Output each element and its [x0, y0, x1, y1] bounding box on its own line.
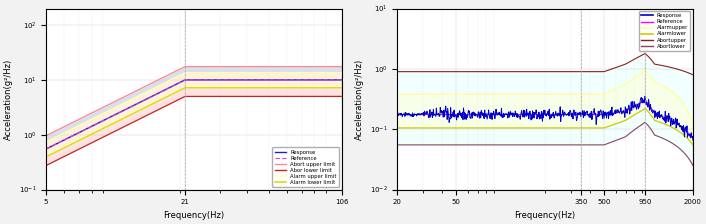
- X-axis label: Frequency(Hz): Frequency(Hz): [163, 211, 225, 220]
- Y-axis label: Acceleration(g²/Hz): Acceleration(g²/Hz): [4, 58, 13, 140]
- X-axis label: Frequency(Hz): Frequency(Hz): [515, 211, 575, 220]
- Y-axis label: Acceleration(g²/Hz): Acceleration(g²/Hz): [355, 58, 364, 140]
- Legend: Response, Reference, Alarmupper, Alarmlower, Abortupper, Abortlower: Response, Reference, Alarmupper, Alarmlo…: [639, 11, 690, 51]
- Legend: Response, Reference, Abort upper limit, Abor lower limit, Alarm upper limit, Ala: Response, Reference, Abort upper limit, …: [273, 147, 339, 187]
